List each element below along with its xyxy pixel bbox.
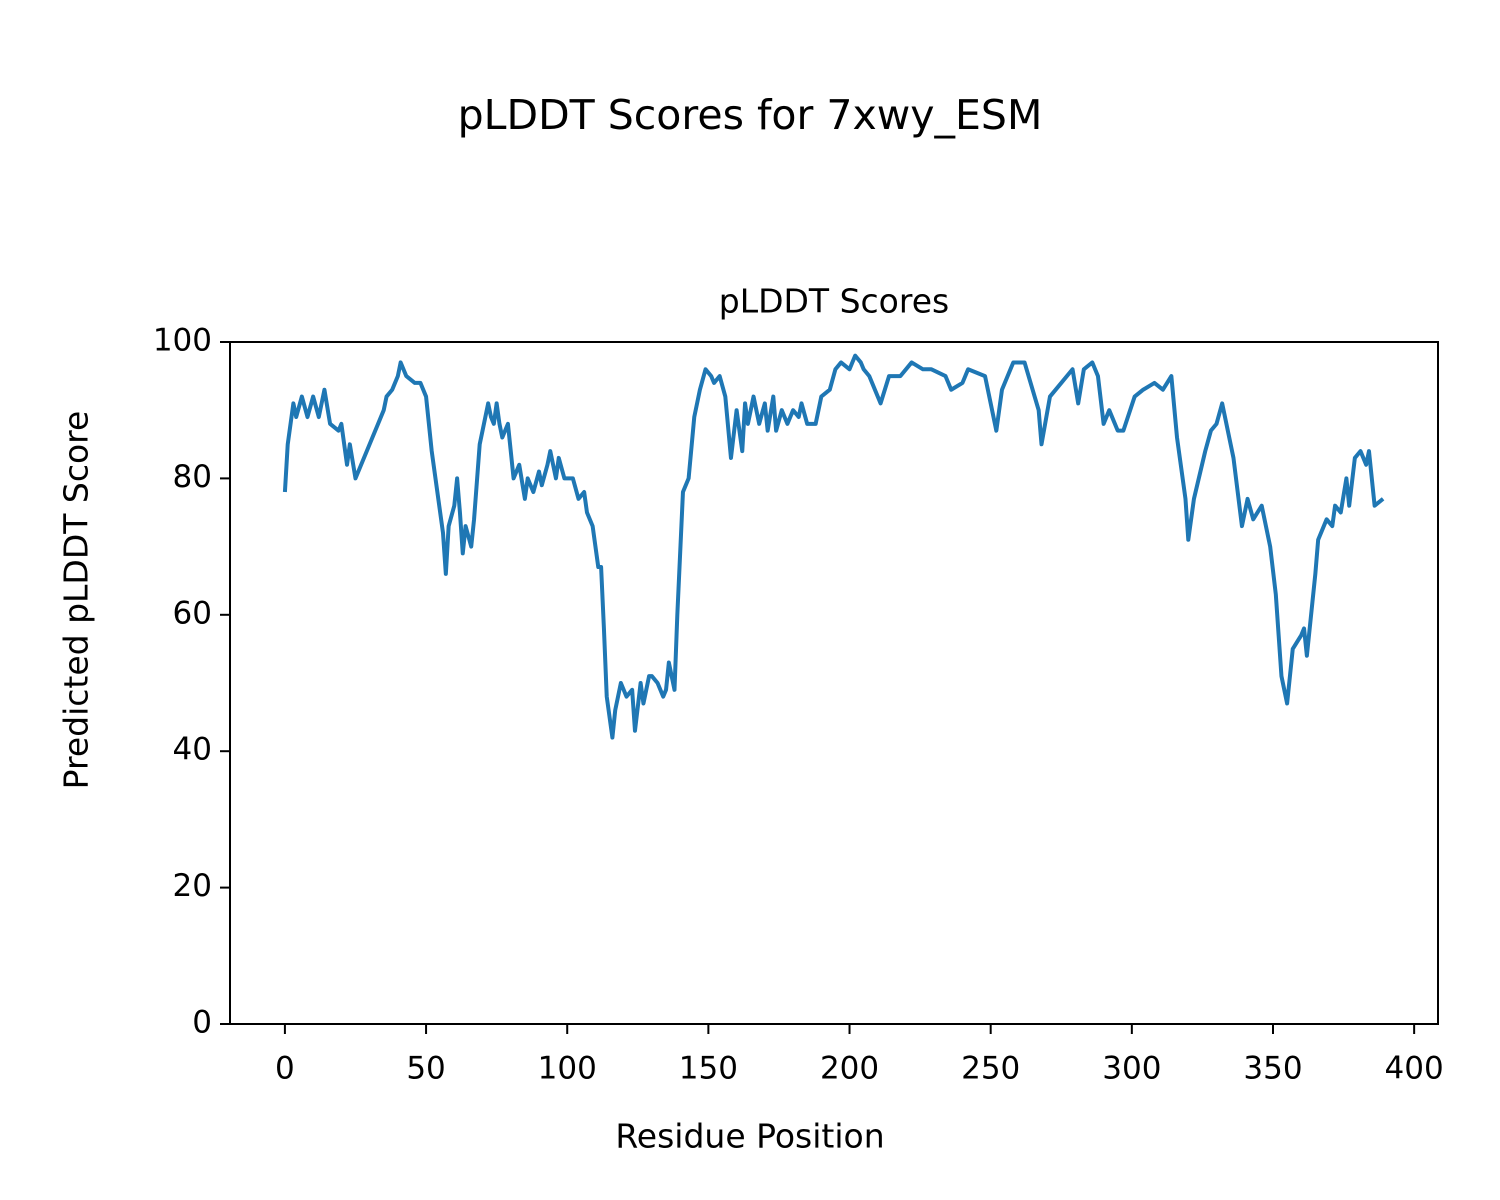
x-axis-label: Residue Position: [615, 1117, 884, 1156]
x-tick-label: 0: [275, 1051, 295, 1087]
subplot-title: pLDDT Scores: [719, 282, 949, 321]
chart-title: pLDDT Scores for 7xwy_ESM: [458, 91, 1043, 139]
y-axis-label: Predicted pLDDT Score: [57, 411, 96, 790]
x-tick-label: 50: [406, 1051, 445, 1087]
x-tick-label: 350: [1243, 1051, 1302, 1087]
y-tick-label: 100: [153, 323, 212, 359]
y-tick-label: 20: [173, 868, 212, 904]
x-tick-label: 150: [679, 1051, 738, 1087]
x-tick-label: 200: [820, 1051, 879, 1087]
y-tick-label: 80: [173, 459, 212, 495]
x-tick-label: 250: [961, 1051, 1020, 1087]
x-tick-label: 300: [1102, 1051, 1161, 1087]
y-tick-label: 40: [173, 732, 212, 768]
plot-frame: [229, 341, 1439, 1025]
y-tick-label: 60: [173, 595, 212, 631]
data-line: [282, 353, 1385, 740]
x-tick-label: 100: [538, 1051, 597, 1087]
x-tick-label: 400: [1385, 1051, 1444, 1087]
y-tick-label: 0: [192, 1005, 212, 1041]
